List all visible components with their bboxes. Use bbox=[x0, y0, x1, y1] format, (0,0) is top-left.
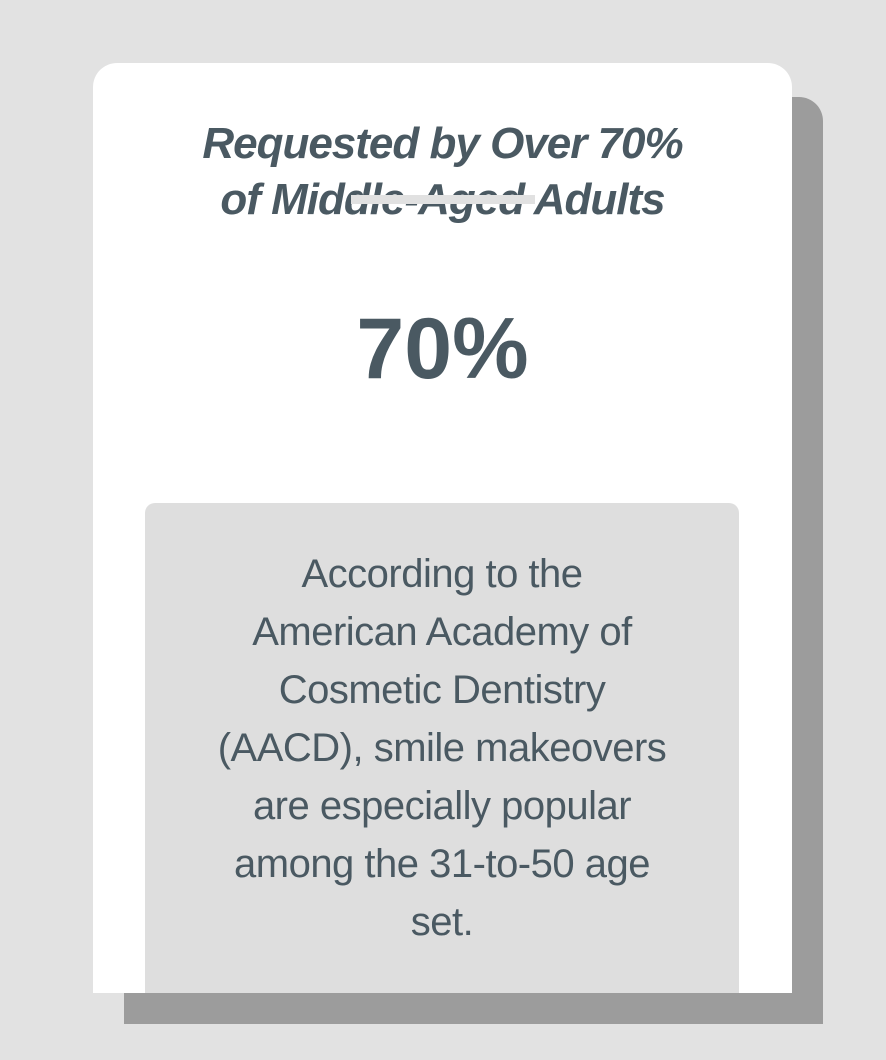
note-text: According to the American Academy of Cos… bbox=[217, 552, 667, 944]
stat-value: 70% bbox=[356, 301, 529, 397]
note-box: According to the American Academy of Cos… bbox=[145, 503, 739, 993]
card-title: Requested by Over 70% of Middle-Aged Adu… bbox=[202, 119, 683, 225]
stat-card: Requested by Over 70% of Middle-Aged Adu… bbox=[93, 63, 792, 993]
title-underline-divider bbox=[350, 195, 535, 204]
